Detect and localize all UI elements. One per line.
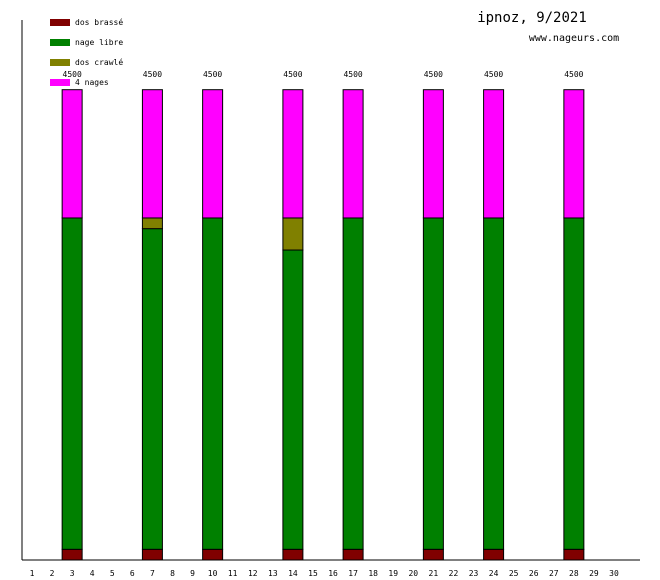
bar-day7-segment-3 — [141, 89, 163, 219]
bar-day3-segment-3 — [61, 89, 83, 219]
x-tick-label: 8 — [170, 569, 175, 578]
x-tick-label: 1 — [30, 569, 35, 578]
x-tick-label: 3 — [70, 569, 75, 578]
x-tick-label: 18 — [368, 569, 378, 578]
bar-day14-segment-3 — [282, 89, 304, 219]
bar-day24-segment-3 — [483, 89, 505, 219]
x-tick-label: 22 — [449, 569, 459, 578]
legend-label-1: nage libre — [75, 38, 123, 47]
bar-total-day28: 4500 — [564, 70, 583, 79]
x-tick-label: 14 — [288, 569, 298, 578]
bar-day7-segment-1 — [141, 228, 163, 550]
bar-day17-segment-1 — [342, 217, 364, 550]
bar-day3-segment-1 — [61, 217, 83, 550]
x-tick-label: 21 — [429, 569, 439, 578]
x-tick-labels: 1 2 3 4 5 6 7 8 9 10 11 12 13 14 15 16 17 18 19 20 21 22 23 24 2… — [30, 569, 619, 578]
legend-label-2: dos crawlé — [75, 57, 123, 67]
bar-totals: 4500 4500 4500 4500 4500 4500 4500 4500 — [63, 70, 584, 79]
bar-day24-segment-0 — [483, 548, 505, 561]
bar-total-day17: 4500 — [343, 70, 362, 79]
x-tick-label: 19 — [388, 569, 398, 578]
x-tick-label: 6 — [130, 569, 135, 578]
bar-day14-segment-1 — [282, 249, 304, 550]
bar-total-day14: 4500 — [283, 70, 302, 79]
x-tick-label: 10 — [208, 569, 218, 578]
legend-swatch-0 — [50, 19, 70, 26]
legend-label-0: dos brassé — [75, 17, 123, 27]
x-tick-label: 15 — [308, 569, 318, 578]
x-tick-label: 17 — [348, 569, 358, 578]
bar-day3-segment-0 — [61, 548, 83, 561]
bar-day14-segment-0 — [282, 548, 304, 561]
bar-total-day10: 4500 — [203, 70, 222, 79]
x-tick-label: 20 — [408, 569, 418, 578]
bar-total-day7: 4500 — [143, 70, 162, 79]
bar-day17-segment-3 — [342, 89, 364, 219]
legend-swatch-3 — [50, 79, 70, 86]
bar-day17-segment-0 — [342, 548, 364, 561]
bar-day21-segment-1 — [422, 217, 444, 550]
x-tick-label: 27 — [549, 569, 559, 578]
bar-day7-segment-2 — [141, 217, 163, 230]
x-tick-label: 7 — [150, 569, 155, 578]
x-tick-label: 13 — [268, 569, 278, 578]
x-tick-label: 25 — [509, 569, 519, 578]
chart-title: ipnoz, 9/2021 — [477, 10, 587, 26]
bar-day28-segment-1 — [563, 217, 585, 550]
x-tick-label: 24 — [489, 569, 499, 578]
x-tick-label: 2 — [50, 569, 55, 578]
site-url: www.nageurs.com — [529, 33, 619, 44]
bar-day21-segment-0 — [422, 548, 444, 561]
x-tick-label: 16 — [328, 569, 338, 578]
bar-day28-segment-3 — [563, 89, 585, 219]
x-tick-label: 23 — [469, 569, 479, 578]
bar-total-day24: 4500 — [484, 70, 503, 79]
x-tick-label: 4 — [90, 569, 95, 578]
bar-total-day3: 4500 — [63, 70, 82, 79]
bar-day10-segment-3 — [202, 89, 224, 219]
bar-day24-segment-1 — [483, 217, 505, 550]
bar-day21-segment-3 — [422, 89, 444, 219]
legend-swatch-1 — [50, 39, 70, 46]
bar-day7-segment-0 — [141, 548, 163, 561]
bar-day10-segment-0 — [202, 548, 224, 561]
bars — [61, 89, 585, 561]
x-tick-label: 9 — [190, 569, 195, 578]
bar-day10-segment-1 — [202, 217, 224, 550]
x-tick-label: 5 — [110, 569, 115, 578]
x-tick-label: 30 — [609, 569, 619, 578]
legend-label-3: 4 nages — [75, 78, 109, 87]
bar-total-day21: 4500 — [424, 70, 443, 79]
legend: dos brassé nage libre dos crawlé 4 nages — [50, 17, 123, 87]
x-tick-label: 26 — [529, 569, 539, 578]
bar-day28-segment-0 — [563, 548, 585, 561]
bar-day14-segment-2 — [282, 217, 304, 251]
x-tick-label: 29 — [589, 569, 599, 578]
legend-swatch-2 — [50, 59, 70, 66]
x-tick-label: 28 — [569, 569, 579, 578]
x-tick-label: 12 — [248, 569, 258, 578]
x-tick-label: 11 — [228, 569, 238, 578]
